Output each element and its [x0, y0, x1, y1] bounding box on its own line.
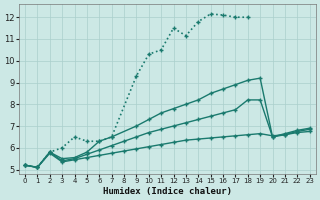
X-axis label: Humidex (Indice chaleur): Humidex (Indice chaleur)	[103, 187, 232, 196]
